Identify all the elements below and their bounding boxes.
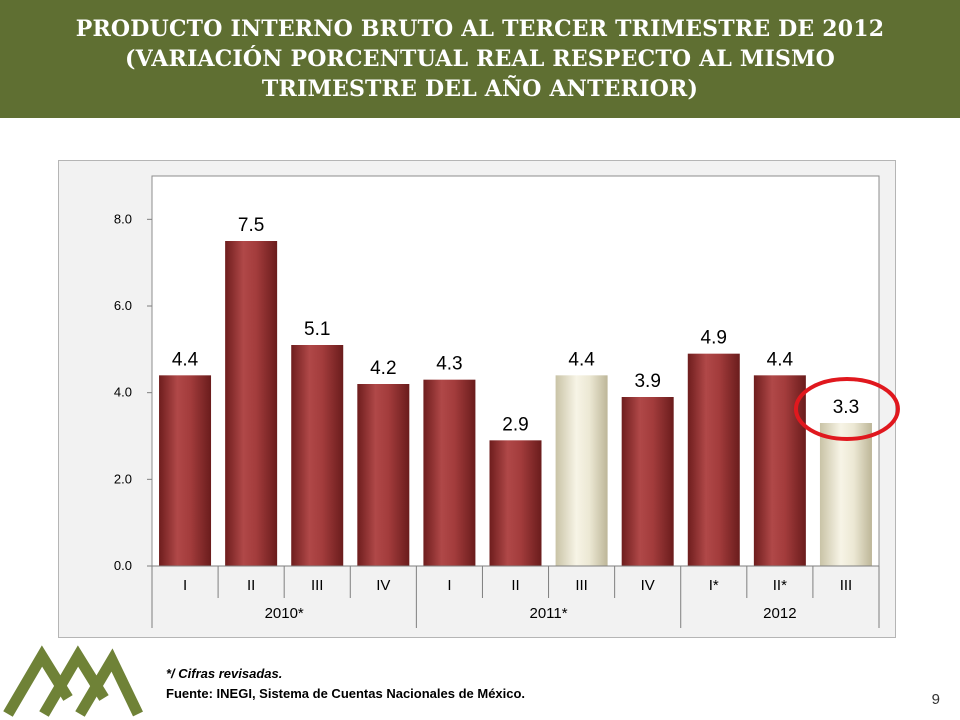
y-tick-label: 0.0 xyxy=(114,558,132,573)
bar-value-label: 7.5 xyxy=(238,215,264,236)
x-tick-label: I xyxy=(447,577,451,594)
bar xyxy=(489,440,542,566)
source-note: Fuente: INEGI, Sistema de Cuentas Nacion… xyxy=(166,686,526,701)
bar-value-label: 4.3 xyxy=(436,354,462,375)
y-tick-label: 4.0 xyxy=(114,385,132,400)
bar xyxy=(555,375,608,566)
slide-title: PRODUCTO INTERNO BRUTO AL TERCER TRIMEST… xyxy=(75,16,885,102)
x-tick-label: IV xyxy=(376,577,390,594)
group-label: 2012 xyxy=(763,605,796,622)
x-tick-label: II* xyxy=(773,577,787,594)
slide-header: PRODUCTO INTERNO BRUTO AL TERCER TRIMEST… xyxy=(0,0,960,118)
x-tick-label: III xyxy=(311,577,324,594)
x-tick-label: III xyxy=(840,577,853,594)
bar-value-label: 4.4 xyxy=(172,349,199,370)
bar xyxy=(423,379,476,566)
bar-value-label: 3.9 xyxy=(634,371,660,392)
bar xyxy=(225,241,278,566)
bar xyxy=(819,423,872,566)
x-tick-label: II xyxy=(511,577,519,594)
bar-value-label: 4.2 xyxy=(370,358,396,379)
bar xyxy=(621,397,674,566)
plot-area: 0.0 2.0 4.0 6.0 8.0 4.4 I 7.5 II 5.1 III 4.2 IV 4.3 I 2… xyxy=(114,175,900,628)
highlight-circle xyxy=(793,377,900,441)
bar xyxy=(357,384,410,566)
x-tick-label: II xyxy=(247,577,255,594)
bar xyxy=(159,375,212,566)
y-tick-label: 6.0 xyxy=(114,298,132,313)
y-tick-label: 2.0 xyxy=(114,471,132,486)
bar-value-label: 4.4 xyxy=(767,349,794,370)
group-label: 2011* xyxy=(529,605,567,622)
x-tick-label: I* xyxy=(709,577,719,594)
y-tick-label: 8.0 xyxy=(114,211,132,226)
group-label: 2010* xyxy=(265,605,304,622)
footnotes: */ Cifras revisadas. Fuente: INEGI, Sist… xyxy=(166,664,525,704)
x-tick-label: IV xyxy=(641,577,655,594)
bar-value-label: 4.4 xyxy=(568,349,595,370)
x-tick-label: I xyxy=(183,577,187,594)
bar xyxy=(687,353,740,566)
bar-value-label: 5.1 xyxy=(304,319,330,340)
bar-value-label: 3.3 xyxy=(833,397,859,418)
bar-value-label: 4.9 xyxy=(701,328,727,349)
bar xyxy=(291,345,344,566)
x-tick-label: III xyxy=(575,577,588,594)
mountains-logo-icon xyxy=(3,645,143,717)
page-number: 9 xyxy=(931,691,940,708)
revised-figures-note: */ Cifras revisadas. xyxy=(166,666,283,681)
bar-value-label: 2.9 xyxy=(502,414,528,435)
